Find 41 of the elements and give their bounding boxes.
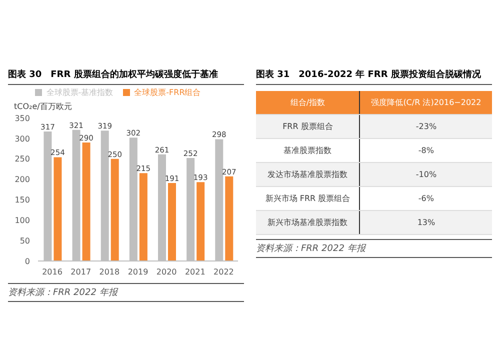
x-tick-label: 2022 [214,268,234,277]
y-tick-label: 50 [20,236,30,246]
bar [54,157,62,261]
category-label: 基准股票指数 [256,138,360,162]
y-tick-label: 100 [14,216,30,225]
text: -23% [416,122,437,131]
category-label: 新兴市场 FRR 股票组合 [256,186,360,210]
y-tick-label: 150 [14,196,30,205]
bar [168,182,176,261]
bar [196,182,205,261]
chart-title: 图表 30 FRR 股票组合的加权平均碳强度低于基准 [8,68,244,85]
text: 资料来源：FRR 2022 年报 [256,239,492,258]
legend-label: 全球股票-FRR组合 [134,88,201,97]
y-tick-label: 250 [14,154,30,164]
x-tick-label: 2016 [42,268,62,277]
bar [82,142,90,261]
x-tick-label: 2018 [99,268,120,277]
x-tick-label: 2019 [128,268,148,277]
category-label: 新兴市场基准股票指数 [256,210,360,234]
text: -8% [418,146,434,155]
bar [110,158,119,261]
text: 图表 31 2016-2022 年 FRR 股票投资组合脱碳情况 [256,68,492,85]
text: 强度降低(C/R 法)2016−2022 [360,91,492,114]
y-tick-label: 0 [24,256,30,266]
y-tick-label: 300 [14,134,30,144]
bar [139,173,148,261]
y-axis-title: tCO₂e/百万欧元 [14,101,72,112]
category-label: FRR 股票组合 [256,114,360,138]
text: -10% [416,170,437,179]
text: 组合/指数 [256,91,360,114]
bar [225,176,234,261]
y-tick-label: 350 [14,114,30,123]
category-label: 发达市场基准股票指数 [256,162,360,186]
y-tick-label: 200 [14,175,30,184]
text: -6% [418,194,434,203]
text: 13% [417,218,436,227]
x-tick-label: 2017 [70,268,92,277]
legend-label: 全球股票-基准指数 [46,88,114,97]
x-tick-label: 2021 [184,268,206,277]
x-tick-label: 2020 [156,268,177,277]
text: 资料来源：FRR 2022 年报 [8,283,244,302]
